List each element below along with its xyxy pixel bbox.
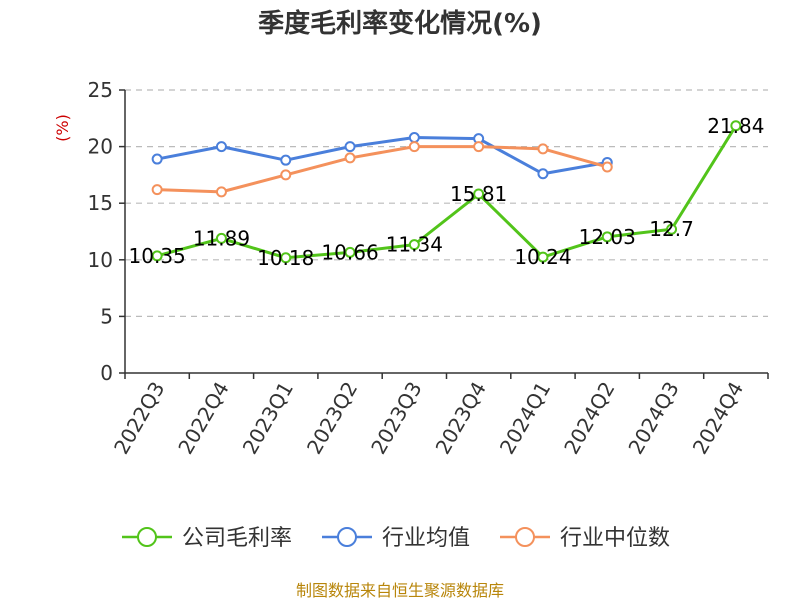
data-label: 10.18 [257,246,314,270]
x-tick-label: 2024Q1 [495,378,555,459]
data-point [408,132,420,144]
x-tick-label: 2024Q2 [559,378,619,459]
x-tick-label: 2022Q3 [109,378,169,459]
y-tick-label: 10 [88,248,113,272]
series-line [157,145,608,194]
legend-marker [337,527,357,547]
x-tick-label: 2024Q4 [688,378,748,459]
x-tick-label: 2022Q4 [173,378,233,459]
legend-marker [137,527,157,547]
data-point [280,169,292,181]
footer-source: 制图数据来自恒生聚源数据库 [296,581,504,600]
data-label: 12.7 [649,217,694,241]
data-point [344,246,356,258]
x-tick-label: 2023Q1 [238,378,298,459]
legend-item: 公司毛利率 [122,526,292,551]
series-line [156,124,738,260]
x-tick-label: 2024Q3 [623,378,683,459]
data-label: 11.89 [193,226,250,250]
data-point [151,250,163,262]
data-point [473,141,485,153]
data-point [537,168,549,180]
data-point [151,153,163,165]
data-point [215,186,227,198]
data-point [344,152,356,164]
data-point [280,154,292,166]
data-label: 11.34 [386,233,443,257]
x-tick-label: 2023Q2 [302,378,362,459]
grid-lines [125,89,768,317]
y-tick-label: 20 [88,135,113,159]
data-label: 15.81 [450,182,507,206]
legend-label: 行业均值 [382,526,470,551]
x-tick-label: 2023Q4 [431,378,491,459]
data-label: 10.24 [514,245,571,269]
data-point [601,231,613,243]
data-label: 10.66 [321,240,378,264]
data-point [215,232,227,244]
data-point [215,141,227,153]
legend-marker [515,527,535,547]
data-labels: 10.35 11.89 10.18 10.66 11.34 15.81 10.24 12.03… [129,114,765,270]
y-tick-label: 15 [88,191,113,215]
data-point [666,223,678,235]
y-tick-label: 0 [100,361,113,385]
data-point [537,143,549,155]
y-axis-unit-label: (%) [53,114,72,142]
data-point [408,141,420,153]
legend: 公司毛利率 行业均值 行业中位数 [122,526,670,551]
data-point [601,161,613,173]
series-lines [151,120,742,264]
legend-label: 行业中位数 [560,526,670,551]
chart-title: 季度毛利率变化情况(%) [258,8,542,39]
legend-label: 公司毛利率 [182,526,292,551]
series-line [156,136,608,176]
data-point [730,120,742,132]
legend-item: 行业中位数 [500,526,670,551]
y-tick-label: 5 [100,304,113,328]
data-point [537,251,549,263]
x-tick-label: 2023Q3 [366,378,426,459]
legend-item: 行业均值 [322,526,470,551]
data-label: 10.35 [129,244,186,268]
data-label: 12.03 [579,225,636,249]
data-point [408,239,420,251]
data-point [151,184,163,196]
data-point [280,252,292,264]
axes: 0 5 10 15 20 25 2022Q3 2022Q4 2023Q1 2023Q2 2023Q3… [88,78,769,459]
data-point [344,141,356,153]
data-label: 21.84 [707,114,764,138]
data-point [473,188,485,200]
y-tick-label: 25 [88,78,113,102]
